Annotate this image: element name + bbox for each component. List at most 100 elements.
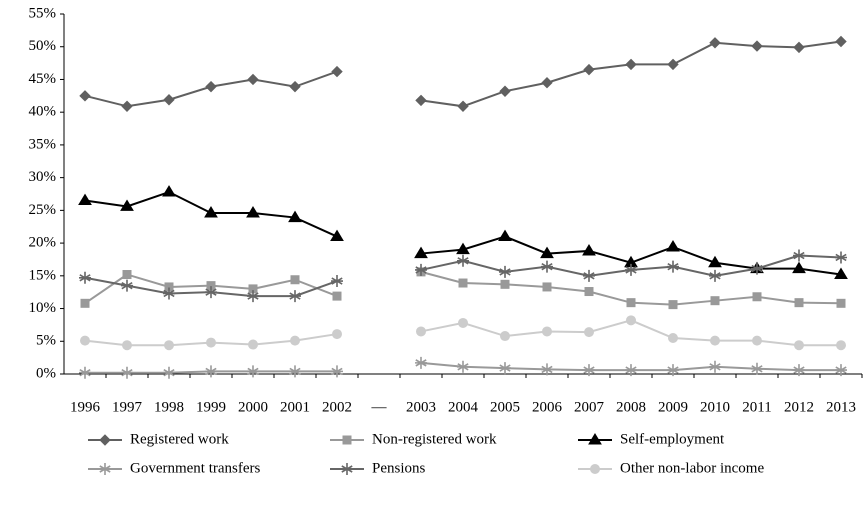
point: [710, 296, 720, 306]
point: [121, 279, 133, 292]
x-tick-label: 2001: [280, 399, 310, 415]
legend-marker: [590, 464, 600, 474]
legend-marker: [588, 433, 602, 445]
x-tick-label: 2010: [700, 399, 730, 415]
x-tick-label: 2007: [574, 399, 605, 415]
legend-label: Self-employment: [620, 431, 725, 447]
x-tick-label: 2004: [448, 399, 479, 415]
point: [836, 340, 846, 351]
point: [835, 251, 847, 264]
point: [205, 80, 217, 93]
point: [793, 249, 805, 262]
point: [79, 271, 91, 284]
point: [416, 326, 426, 337]
point: [331, 365, 343, 378]
point: [79, 90, 91, 102]
point: [836, 298, 846, 308]
point: [541, 77, 553, 89]
x-tick-label: 2011: [742, 399, 771, 415]
y-tick-label: 45%: [29, 71, 57, 87]
x-tick-label: 2002: [322, 399, 352, 415]
point: [289, 80, 301, 93]
point: [415, 263, 427, 276]
point: [542, 282, 552, 292]
point: [625, 263, 637, 276]
point: [666, 240, 680, 252]
point: [752, 335, 762, 346]
legend-marker: [99, 434, 111, 446]
x-tick-label: —: [371, 399, 388, 415]
point: [290, 275, 300, 285]
point: [794, 340, 804, 351]
point: [457, 100, 469, 112]
point: [500, 279, 510, 289]
y-tick-label: 15%: [29, 267, 57, 283]
point: [625, 364, 637, 377]
point: [793, 41, 805, 54]
y-tick-label: 0%: [36, 365, 56, 381]
point: [794, 298, 804, 308]
x-tick-label: 1996: [70, 399, 101, 415]
y-tick-label: 30%: [29, 169, 57, 185]
point: [667, 260, 679, 273]
point: [457, 360, 469, 373]
point: [290, 335, 300, 346]
legend-label: Government transfers: [130, 460, 261, 476]
point: [121, 366, 133, 379]
y-tick-label: 10%: [29, 300, 57, 316]
point: [584, 287, 594, 297]
point: [708, 255, 722, 268]
point: [751, 40, 763, 52]
point: [625, 58, 637, 71]
point: [458, 317, 468, 328]
legend-label: Pensions: [372, 460, 426, 476]
point: [330, 229, 344, 242]
point: [289, 365, 301, 378]
x-tick-label: 2005: [490, 399, 520, 415]
x-tick-label: 2000: [238, 399, 268, 415]
series-line: [84, 40, 842, 108]
point: [792, 261, 806, 274]
point: [499, 85, 511, 97]
point: [667, 58, 679, 71]
point: [752, 292, 762, 302]
point: [204, 206, 218, 218]
x-tick-label: 2012: [784, 399, 814, 415]
y-tick-label: 55%: [29, 5, 57, 21]
point: [751, 262, 763, 275]
point: [80, 335, 90, 346]
point: [120, 199, 134, 211]
point: [121, 100, 133, 112]
x-tick-label: 2009: [658, 399, 688, 415]
point: [122, 340, 132, 351]
point: [415, 94, 427, 107]
point: [288, 210, 302, 223]
point: [710, 335, 720, 346]
point: [122, 270, 132, 280]
point: [835, 364, 847, 377]
point: [500, 331, 510, 342]
point: [668, 300, 678, 310]
point: [331, 65, 343, 78]
point: [162, 185, 176, 197]
point: [457, 254, 469, 267]
legend-marker: [342, 435, 352, 445]
x-tick-label: 2013: [826, 399, 856, 415]
point: [709, 37, 721, 49]
point: [332, 291, 342, 301]
legend-label: Other non-labor income: [620, 460, 764, 476]
series-line: [84, 270, 842, 306]
point: [79, 366, 91, 379]
point: [582, 243, 596, 256]
x-tick-label: 1998: [154, 399, 184, 415]
point: [626, 298, 636, 308]
legend-label: Registered work: [130, 431, 229, 447]
y-tick-label: 50%: [29, 38, 57, 54]
y-tick-label: 35%: [29, 136, 57, 152]
x-tick-label: 2006: [532, 399, 563, 415]
point: [164, 340, 174, 351]
point: [80, 298, 90, 308]
point: [414, 246, 428, 259]
x-tick-label: 2003: [406, 399, 436, 415]
